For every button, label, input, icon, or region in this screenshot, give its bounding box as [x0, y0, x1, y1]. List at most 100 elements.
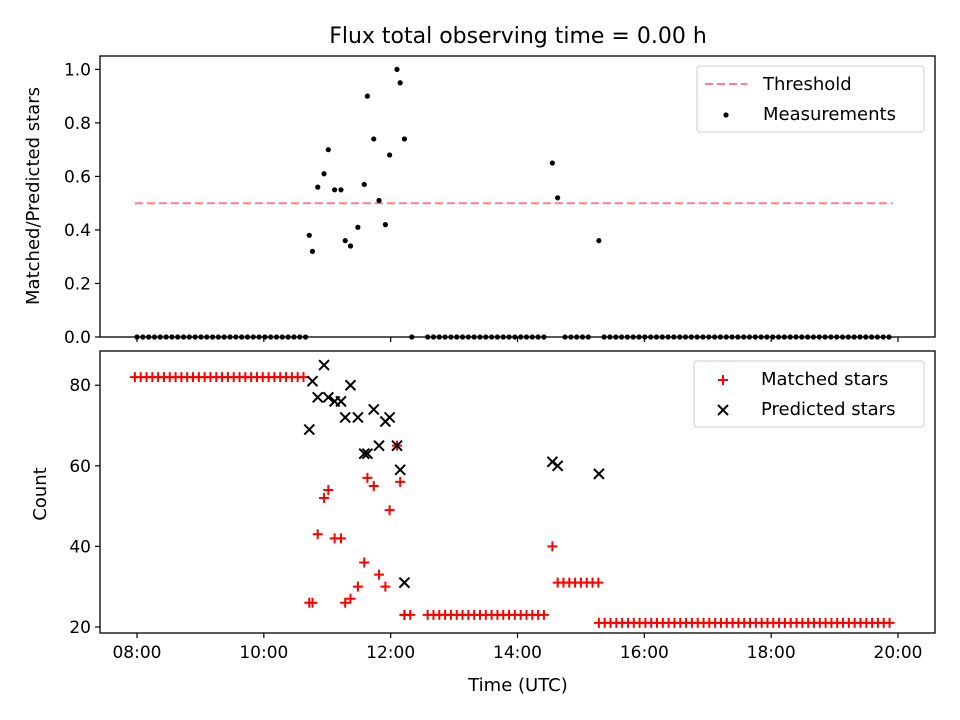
matched-star-point: [307, 597, 318, 608]
measurement-point: [394, 66, 400, 72]
measurement-point: [549, 160, 555, 166]
matched-star-point: [319, 493, 330, 504]
count-xtick-label: 12:00: [366, 643, 415, 663]
matched-star-point: [380, 581, 391, 592]
matched-star-point: [538, 609, 549, 620]
measurement-point: [401, 136, 408, 142]
predicted-star-point: [318, 359, 330, 371]
measurement-point: [342, 238, 348, 244]
matched-legend-marker: [718, 375, 728, 385]
predicted-star-point: [306, 375, 319, 387]
measurement-point: [321, 171, 327, 177]
predicted-star-point: [335, 395, 347, 408]
matched-star-point: [340, 597, 351, 608]
measurement-point: [596, 238, 602, 244]
matched-star-point: [362, 472, 373, 483]
ratio-ytick-label: 0.8: [64, 114, 91, 134]
predicted-star-point: [344, 379, 357, 391]
matched-star-point: [298, 372, 309, 383]
matched-star-point: [395, 476, 406, 487]
measurement-point: [309, 248, 316, 254]
matched-star-point: [312, 529, 323, 540]
predicted-star-point: [358, 448, 370, 460]
ratio-ytick-label: 0.6: [64, 167, 91, 187]
matched-star-point: [593, 577, 604, 588]
measurement-point: [347, 243, 354, 249]
count-plot-area: [129, 359, 895, 628]
predicted-star-point: [368, 403, 380, 416]
measurement-point: [315, 184, 321, 190]
predicted-star-point: [303, 423, 315, 436]
matched-star-point: [359, 557, 370, 568]
count-axis-ticks: 08:00 10:00 12:00 14:00 16:00 18:00 20:00 20 40 6…: [69, 376, 922, 663]
predicted-star-point: [352, 411, 364, 424]
count-legend: Matched stars Predicted stars: [693, 360, 925, 428]
count-ylabel: Count: [30, 467, 51, 520]
matched-star-point: [405, 609, 416, 620]
matched-star-point: [368, 480, 379, 491]
matched-star-point: [547, 541, 558, 552]
predicted-star-point: [551, 460, 564, 472]
predicted-star-point: [383, 411, 396, 424]
predicted-star-point: [373, 439, 385, 452]
measurement-point: [332, 187, 338, 193]
predicted-star-point: [391, 439, 403, 452]
ratio-legend-box: [696, 65, 925, 133]
predicted-legend-marker: [717, 404, 729, 416]
matched-star-point: [345, 593, 356, 604]
matched-star-point: [352, 581, 363, 592]
predicted-star-point: [398, 576, 411, 589]
measurement-point: [371, 136, 377, 142]
count-xtick-label: 14:00: [493, 643, 542, 663]
predicted-legend-label: Predicted stars: [761, 399, 895, 420]
measurement-point: [306, 232, 312, 238]
ratio-axis-ticks: 0.0 0.2 0.4 0.6 0.8 1.0: [64, 60, 899, 348]
measurement-point: [361, 181, 367, 188]
figure-title: Flux total observing time = 0.00 h: [329, 24, 707, 49]
measurement-point: [325, 147, 331, 153]
count-xlabel: Time (UTC): [467, 675, 568, 696]
measurement-point: [364, 93, 371, 99]
measurement-point: [382, 222, 388, 228]
ratio-ylabel: Matched/Predicted stars: [23, 87, 44, 305]
matched-star-point: [374, 569, 385, 580]
ratio-ytick-label: 0.0: [64, 328, 91, 348]
matched-star-point: [384, 505, 395, 516]
matched-star-point: [884, 617, 895, 628]
predicted-star-point: [394, 464, 406, 476]
ratio-ytick-label: 1.0: [64, 60, 91, 80]
ratio-ytick-label: 0.2: [64, 274, 91, 294]
predicted-star-point: [322, 391, 335, 404]
count-legend-box: [693, 360, 925, 428]
measurement-point: [376, 197, 382, 204]
count-xtick-label: 08:00: [112, 643, 161, 663]
measurement-point: [355, 224, 361, 230]
count-xtick-label: 18:00: [747, 643, 796, 663]
count-xtick-label: 16:00: [620, 643, 669, 663]
measurement-point: [555, 195, 561, 201]
ratio-ytick-label: 0.4: [64, 221, 91, 241]
predicted-star-point: [312, 391, 324, 404]
predicted-star-point: [339, 411, 351, 424]
matched-star-point: [335, 533, 346, 544]
count-ytick-label: 40: [69, 537, 91, 557]
measurements-legend-label: Measurements: [763, 104, 896, 125]
count-panel: 08:00 10:00 12:00 14:00 16:00 18:00 20:00 20 40 6…: [30, 350, 936, 696]
matched-legend-label: Matched stars: [761, 369, 888, 390]
ratio-legend: Threshold Measurements: [696, 65, 925, 133]
ratio-panel: 0.0 0.2 0.4 0.6 0.8 1.0 Matched/Predicted sta…: [23, 55, 936, 348]
count-ytick-label: 20: [69, 618, 91, 638]
count-xtick-label: 10:00: [239, 643, 288, 663]
count-xtick-label: 20:00: [874, 643, 923, 663]
predicted-star-point: [593, 468, 605, 480]
measurement-point: [338, 187, 344, 193]
measurement-point: [387, 152, 393, 158]
measurements-legend-marker: [723, 112, 729, 118]
matched-star-point: [323, 484, 334, 495]
predicted-star-point: [361, 448, 374, 460]
count-ytick-label: 80: [69, 376, 91, 396]
count-ytick-label: 60: [69, 457, 91, 477]
threshold-legend-label: Threshold: [762, 74, 852, 95]
measurement-point: [397, 80, 403, 86]
